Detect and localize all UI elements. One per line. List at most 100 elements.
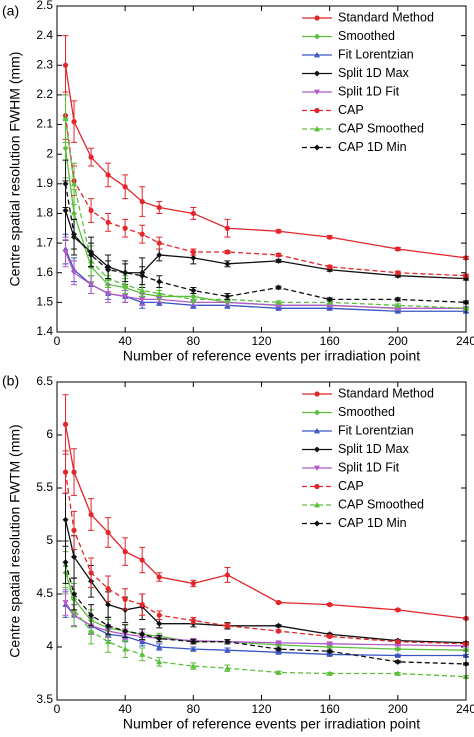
marker [71,180,78,187]
marker [88,251,95,258]
marker [224,647,231,653]
marker [224,638,231,645]
y-tick-label: 5 [46,533,53,547]
marker [139,272,146,279]
marker [224,572,231,578]
x-tick-label: 0 [54,334,61,348]
legend-marker [314,391,320,397]
marker [105,172,111,178]
y-tick-label: 1.5 [36,295,53,309]
marker [327,602,333,608]
x-tick-label: 240 [456,702,474,716]
marker [62,421,69,427]
legend-marker [314,428,320,434]
y-tick-label: 1.8 [36,206,53,220]
marker [224,225,231,231]
marker [190,638,197,645]
x-tick-label: 200 [388,702,408,716]
legend-marker [314,502,320,508]
legend-label: Split 1D Max [338,442,410,456]
marker [275,257,282,264]
marker [71,553,78,560]
x-tick-label: 80 [187,334,201,348]
marker [122,184,128,190]
marker [105,291,112,297]
marker [62,207,69,214]
marker [190,580,196,587]
legend-label: Smoothed [338,29,395,43]
series [62,159,469,306]
x-tick-label: 200 [388,334,408,348]
marker [105,529,111,536]
series [62,540,469,667]
panel: (b) Number of reference events per irradi… [2,373,474,732]
marker [275,228,282,234]
marker [394,646,401,653]
y-tick-label: 2.2 [36,87,53,101]
marker [156,290,163,296]
marker [395,607,401,613]
marker [275,669,282,675]
marker [139,297,146,303]
marker [122,628,129,635]
legend-label: Split 1D Fit [338,84,400,98]
panel-label: (a) [2,3,19,19]
legend-label: Smoothed [338,405,395,419]
marker [139,638,146,645]
y-tick-label: 1.7 [36,235,53,249]
series [62,236,469,312]
legend-label: Split 1D Fit [338,460,400,474]
marker [105,219,111,225]
marker [190,296,197,302]
marker [275,299,282,305]
y-tick-label: 2.4 [36,28,53,42]
marker [122,225,128,231]
series [62,394,469,621]
marker [190,617,196,624]
marker [139,651,146,657]
x-axis-label: Number of reference events per irradiati… [123,716,420,732]
legend-label: Split 1D Max [338,66,410,80]
legend-label: Standard Method [338,10,434,24]
x-axis-label: Number of reference events per irradiati… [123,348,420,364]
marker [275,252,282,258]
marker [122,596,128,602]
legend-marker [314,52,320,58]
legend-marker [314,446,320,453]
marker [71,118,77,125]
marker [327,264,333,270]
legend-label: Standard Method [338,386,434,400]
marker [275,646,282,653]
marker [224,260,231,267]
marker [122,549,128,555]
y-tick-label: 2 [46,146,53,160]
x-tick-label: 40 [118,334,132,348]
marker [326,670,333,676]
legend-label: CAP 1D Min [338,516,407,530]
marker [139,557,145,563]
marker [62,516,69,523]
marker [190,287,197,294]
marker [395,246,401,252]
y-tick-label: 6.5 [36,374,53,388]
x-tick-label: 240 [456,334,474,348]
y-tick-label: 3.5 [36,692,53,706]
marker [394,302,401,308]
legend-marker [314,33,320,40]
marker [71,270,78,276]
marker [122,294,129,300]
marker [224,623,231,629]
series [62,492,469,646]
marker [156,574,162,580]
marker [88,570,94,576]
panel-label: (b) [2,373,19,389]
marker [275,284,282,291]
marker [190,254,197,261]
legend-label: CAP 1D Min [338,140,407,154]
y-tick-label: 2.5 [36,0,53,12]
legend-marker [314,89,320,95]
marker [88,612,95,619]
legend-label: CAP Smoothed [338,121,424,135]
y-tick-label: 2.1 [36,117,53,131]
